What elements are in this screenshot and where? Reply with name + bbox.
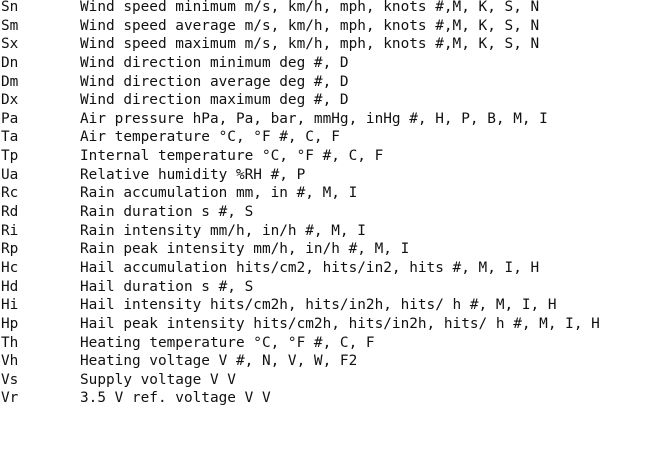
parameter-code: Ri — [1, 222, 19, 239]
parameter-description: Wind speed minimum m/s, km/h, mph, knots… — [80, 0, 540, 15]
parameter-row: Ri Rain intensity mm/h, in/h #, M, I — [0, 222, 672, 241]
parameter-row: Dm Wind direction average deg #, D — [0, 73, 672, 92]
parameter-row: Ua Relative humidity %RH #, P — [0, 166, 672, 185]
parameter-description: Rain accumulation mm, in #, M, I — [80, 185, 358, 202]
parameter-description: Rain duration s #, S — [80, 204, 254, 221]
parameter-row: Sx Wind speed maximum m/s, km/h, mph, kn… — [0, 35, 672, 54]
parameter-description: Wind direction minimum deg #, D — [80, 54, 349, 71]
parameter-code: Pa — [1, 110, 19, 127]
parameter-row: Vs Supply voltage V V — [0, 371, 672, 390]
parameter-description: Heating voltage V #, N, V, W, F2 — [80, 353, 358, 370]
parameter-row: Hi Hail intensity hits/cm2h, hits/in2h, … — [0, 296, 672, 315]
parameter-description: 3.5 V ref. voltage V V — [80, 390, 271, 407]
parameter-code: Vh — [1, 353, 19, 370]
parameter-description: Hail intensity hits/cm2h, hits/in2h, hit… — [80, 297, 557, 314]
parameter-code: Hi — [1, 297, 19, 314]
parameter-row: Ta Air temperature °C, °F #, C, F — [0, 128, 672, 147]
parameter-row: Th Heating temperature °C, °F #, C, F — [0, 334, 672, 353]
parameter-code: Tp — [1, 148, 19, 165]
parameter-code: Rd — [1, 204, 19, 221]
parameter-description: Hail duration s #, S — [80, 278, 254, 295]
parameter-description: Wind speed average m/s, km/h, mph, knots… — [80, 17, 540, 34]
parameter-code: Ua — [1, 166, 19, 183]
parameter-code: Ta — [1, 129, 19, 146]
parameter-code: Dx — [1, 92, 19, 109]
parameter-description: Supply voltage V V — [80, 371, 236, 388]
parameter-row: Hd Hail duration s #, S — [0, 278, 672, 297]
parameter-row: Hc Hail accumulation hits/cm2, hits/in2,… — [0, 259, 672, 278]
parameter-row: Rc Rain accumulation mm, in #, M, I — [0, 184, 672, 203]
parameter-code: Hc — [1, 259, 19, 276]
parameter-description: Hail peak intensity hits/cm2h, hits/in2h… — [80, 315, 600, 332]
parameter-code: Vr — [1, 390, 19, 407]
parameter-row: Dx Wind direction maximum deg #, D — [0, 91, 672, 110]
parameter-row: Sm Wind speed average m/s, km/h, mph, kn… — [0, 17, 672, 36]
parameter-description: Air pressure hPa, Pa, bar, mmHg, inHg #,… — [80, 110, 548, 127]
parameter-code: Hp — [1, 315, 19, 332]
parameter-listing: Sn Wind speed minimum m/s, km/h, mph, kn… — [0, 0, 672, 408]
parameter-description: Relative humidity %RH #, P — [80, 166, 306, 183]
parameter-row: Vr 3.5 V ref. voltage V V — [0, 389, 672, 408]
parameter-code: Sn — [1, 0, 19, 15]
parameter-code: Rp — [1, 241, 19, 258]
parameter-row: Tp Internal temperature °C, °F #, C, F — [0, 147, 672, 166]
parameter-code: Rc — [1, 185, 19, 202]
parameter-code: Dn — [1, 54, 19, 71]
parameter-description: Rain peak intensity mm/h, in/h #, M, I — [80, 241, 410, 258]
parameter-row: Hp Hail peak intensity hits/cm2h, hits/i… — [0, 315, 672, 334]
parameter-description: Heating temperature °C, °F #, C, F — [80, 334, 375, 351]
parameter-description: Wind direction average deg #, D — [80, 73, 349, 90]
parameter-description: Wind speed maximum m/s, km/h, mph, knots… — [80, 36, 540, 53]
parameter-description: Wind direction maximum deg #, D — [80, 92, 349, 109]
parameter-row: Rd Rain duration s #, S — [0, 203, 672, 222]
parameter-description: Rain intensity mm/h, in/h #, M, I — [80, 222, 366, 239]
parameter-code: Hd — [1, 278, 19, 295]
parameter-row: Sn Wind speed minimum m/s, km/h, mph, kn… — [0, 0, 672, 17]
parameter-code: Th — [1, 334, 19, 351]
parameter-description: Hail accumulation hits/cm2, hits/in2, hi… — [80, 259, 540, 276]
parameter-row: Dn Wind direction minimum deg #, D — [0, 54, 672, 73]
parameter-code: Sx — [1, 36, 19, 53]
parameter-code: Dm — [1, 73, 19, 90]
parameter-row: Rp Rain peak intensity mm/h, in/h #, M, … — [0, 240, 672, 259]
parameter-description: Internal temperature °C, °F #, C, F — [80, 148, 384, 165]
parameter-row: Pa Air pressure hPa, Pa, bar, mmHg, inHg… — [0, 110, 672, 129]
parameter-row: Vh Heating voltage V #, N, V, W, F2 — [0, 352, 672, 371]
parameter-code: Sm — [1, 17, 19, 34]
parameter-code: Vs — [1, 371, 19, 388]
parameter-description: Air temperature °C, °F #, C, F — [80, 129, 340, 146]
